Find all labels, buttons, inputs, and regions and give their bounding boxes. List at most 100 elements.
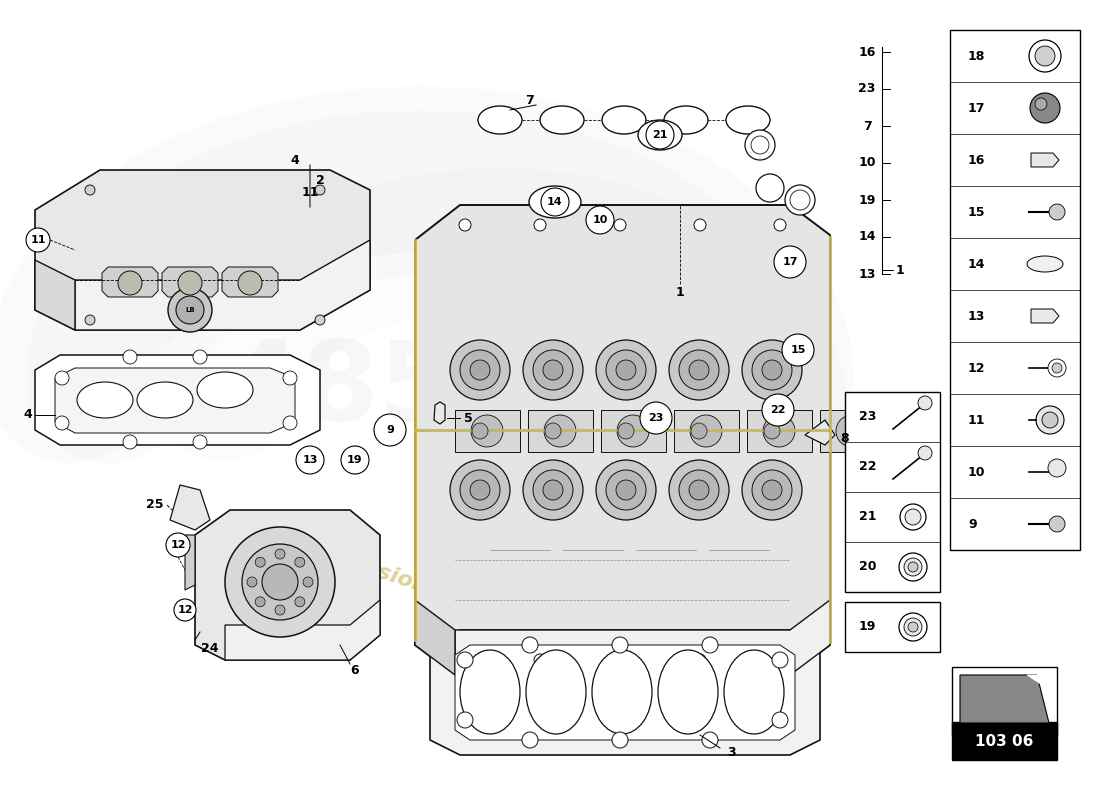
Circle shape [836,415,868,447]
Text: 11: 11 [31,235,46,245]
Circle shape [669,460,729,520]
Circle shape [762,360,782,380]
Text: 12: 12 [170,540,186,550]
Circle shape [702,637,718,653]
Circle shape [178,271,202,295]
Text: 1: 1 [675,286,684,298]
Circle shape [689,480,710,500]
Text: 19: 19 [859,621,877,634]
Text: 22: 22 [770,405,785,415]
Bar [952,667,1057,735]
Circle shape [616,480,636,500]
Text: 12: 12 [968,362,986,374]
Circle shape [908,562,918,572]
Circle shape [1036,406,1064,434]
Circle shape [764,423,780,439]
Circle shape [262,564,298,600]
Text: 21: 21 [652,130,668,140]
Text: 16: 16 [858,46,876,58]
Circle shape [341,446,368,474]
Text: 15: 15 [790,345,805,355]
Text: 15: 15 [968,206,986,218]
Circle shape [785,185,815,215]
Polygon shape [820,410,886,452]
Polygon shape [455,600,830,675]
Circle shape [918,446,932,460]
Circle shape [1049,516,1065,532]
Circle shape [774,654,786,666]
Text: 12: 12 [177,605,192,615]
Circle shape [472,423,488,439]
Circle shape [751,136,769,154]
Circle shape [123,435,138,449]
Ellipse shape [197,372,253,408]
Bar [845,392,940,592]
Circle shape [55,371,69,385]
Ellipse shape [602,106,646,134]
Circle shape [283,416,297,430]
Circle shape [782,334,814,366]
Circle shape [689,360,710,380]
Text: 10: 10 [592,215,607,225]
Polygon shape [674,410,739,452]
Circle shape [295,597,305,606]
Circle shape [174,599,196,621]
Circle shape [470,360,490,380]
Circle shape [694,219,706,231]
Circle shape [679,470,719,510]
Circle shape [918,396,932,410]
Ellipse shape [724,650,784,734]
Polygon shape [75,240,370,330]
Ellipse shape [529,186,581,218]
Circle shape [772,712,788,728]
Polygon shape [222,267,278,297]
Circle shape [275,605,285,615]
Circle shape [690,415,722,447]
Circle shape [1048,459,1066,477]
Polygon shape [1031,153,1059,167]
Polygon shape [170,485,210,530]
Text: 22: 22 [859,461,877,474]
Text: 17: 17 [968,102,986,114]
Circle shape [646,121,674,149]
Circle shape [618,423,634,439]
Circle shape [544,415,576,447]
Circle shape [85,315,95,325]
Circle shape [1035,98,1047,110]
Circle shape [123,350,138,364]
Circle shape [745,130,776,160]
Circle shape [534,654,546,666]
Circle shape [614,219,626,231]
Circle shape [55,416,69,430]
Circle shape [296,446,324,474]
Circle shape [774,246,806,278]
Circle shape [772,652,788,668]
Circle shape [522,340,583,400]
Circle shape [315,185,324,195]
Ellipse shape [664,106,708,134]
Ellipse shape [478,106,522,134]
Circle shape [612,637,628,653]
Ellipse shape [1027,256,1063,272]
Circle shape [460,350,500,390]
Circle shape [460,470,500,510]
Ellipse shape [540,106,584,134]
Text: 23: 23 [648,413,663,423]
Text: 6: 6 [351,663,360,677]
Text: 13: 13 [302,455,318,465]
Text: 19: 19 [348,455,363,465]
Polygon shape [35,355,320,445]
Circle shape [774,219,786,231]
Polygon shape [35,260,75,330]
Circle shape [606,470,646,510]
Text: 1: 1 [895,263,904,277]
Text: 9: 9 [386,425,394,435]
Polygon shape [415,600,455,675]
Circle shape [596,460,656,520]
Circle shape [456,712,473,728]
Text: 16: 16 [968,154,986,166]
Circle shape [85,185,95,195]
Circle shape [904,618,922,636]
Text: 14: 14 [968,258,986,270]
Polygon shape [226,600,380,660]
